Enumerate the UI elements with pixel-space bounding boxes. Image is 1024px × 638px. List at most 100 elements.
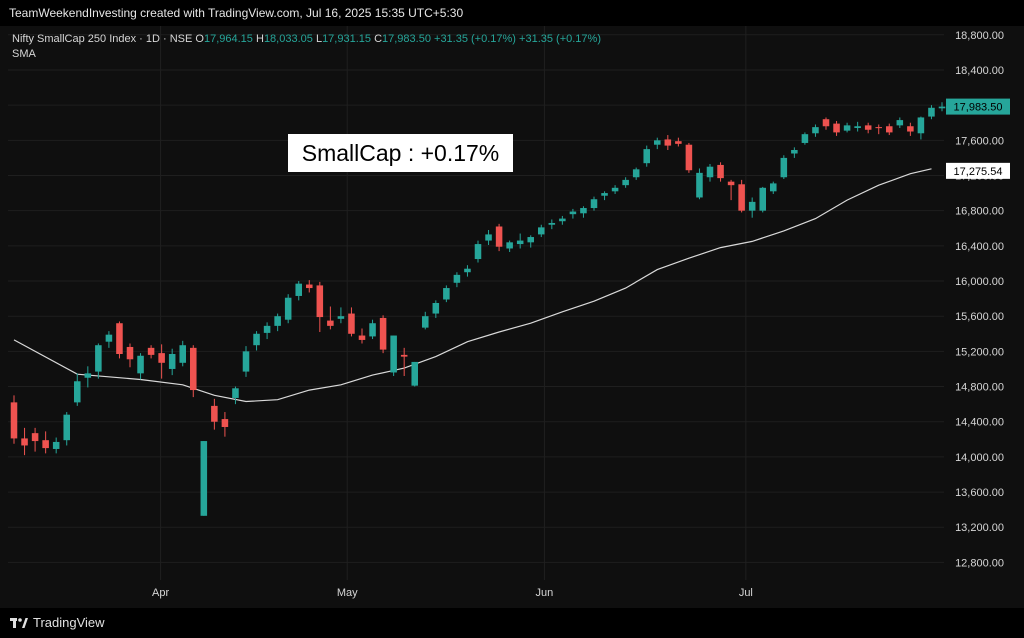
candle	[232, 386, 239, 405]
footer-bar	[0, 608, 1024, 638]
sma-line-group	[13, 168, 932, 403]
candle	[284, 294, 292, 324]
candle	[253, 331, 260, 351]
tradingview-brand[interactable]: TradingView	[10, 615, 105, 630]
candle	[31, 427, 39, 452]
performance-annotation: SmallCap : +0.17%	[288, 134, 513, 172]
candle	[358, 328, 366, 344]
candle	[379, 315, 387, 354]
price-chart[interactable]: 12,800.00 13,200.00 13,600.00 14,000.00 14,4…	[0, 26, 1024, 608]
candle	[548, 219, 556, 230]
candle-body	[780, 157, 788, 178]
high-key: H	[255, 33, 264, 45]
candle	[179, 340, 186, 367]
candle	[601, 191, 608, 201]
candle-body	[485, 234, 492, 241]
y-tick-label: 15,200.00	[955, 346, 1004, 358]
candle-body	[864, 125, 872, 130]
candle	[295, 281, 302, 301]
candle-body	[654, 140, 661, 145]
candle	[864, 122, 872, 134]
candle	[833, 120, 840, 136]
candle-body	[675, 141, 682, 144]
candle	[221, 412, 229, 437]
candle	[643, 145, 650, 167]
candle-body	[348, 313, 355, 334]
candle-body	[95, 345, 102, 372]
change-value: +31.35 (+0.17%)	[434, 33, 516, 45]
low-key: L	[315, 33, 323, 45]
candle-body	[42, 440, 49, 449]
candle-body	[685, 144, 693, 171]
candle	[875, 124, 882, 135]
candle-body	[358, 335, 366, 340]
candle	[843, 122, 851, 133]
candle	[780, 155, 788, 180]
candle-body	[316, 285, 324, 318]
high-value: 18,033.05	[263, 33, 313, 45]
candle	[590, 196, 598, 211]
candle	[559, 215, 566, 225]
candle	[348, 307, 355, 337]
candle-body	[179, 345, 186, 363]
candle-body	[590, 199, 598, 209]
candle	[675, 137, 682, 147]
sma-value-tag	[946, 162, 1010, 179]
candle	[706, 164, 714, 182]
candle-body	[907, 126, 914, 132]
candle	[10, 395, 18, 444]
candle	[812, 124, 819, 137]
candle-body	[748, 201, 756, 211]
y-tick-label: 13,600.00	[955, 487, 1004, 499]
candle	[485, 230, 492, 245]
y-tick-label: 18,400.00	[955, 65, 1004, 77]
candle	[938, 102, 946, 112]
candle-body	[443, 288, 450, 300]
candle	[464, 265, 471, 277]
candle-body	[917, 117, 925, 134]
candle-body	[337, 316, 345, 319]
symbol-legend[interactable]: Nifty SmallCap 250 Index · 1D · NSE O17,…	[12, 33, 601, 45]
y-tick-label: 14,400.00	[955, 417, 1004, 429]
candle	[390, 335, 397, 376]
candle-body	[116, 323, 123, 355]
sma-indicator-label[interactable]: SMA	[12, 48, 36, 60]
candle-body	[211, 405, 218, 422]
candle-body	[727, 181, 735, 186]
x-tick-label: May	[337, 587, 358, 599]
candle	[748, 197, 756, 218]
candle	[654, 137, 661, 150]
candle-body	[190, 347, 197, 391]
y-tick-label: 15,600.00	[955, 311, 1004, 323]
candle-body	[875, 127, 882, 129]
candle	[84, 366, 92, 388]
candle	[443, 285, 450, 303]
candle-body	[622, 179, 629, 186]
candle-body	[580, 208, 587, 214]
time-axis[interactable]: Apr May Jun Jul	[152, 587, 753, 599]
close-key: C	[374, 33, 383, 45]
candle-body	[706, 166, 714, 178]
candle	[580, 206, 587, 218]
open-value: 17,964.15	[203, 33, 253, 45]
candle-body	[886, 126, 893, 133]
candle	[63, 412, 70, 446]
candle-body	[232, 388, 239, 398]
change-value-2: +31.35 (+0.17%)	[519, 33, 601, 45]
candle	[52, 437, 60, 454]
candle-body	[400, 354, 408, 357]
candle-body	[31, 433, 39, 442]
candles-group	[10, 102, 946, 516]
candle-body	[84, 373, 92, 378]
y-tick-label: 16,800.00	[955, 206, 1004, 218]
last-price-label: 17,983.50	[954, 102, 1003, 114]
candle	[632, 167, 640, 180]
candle	[21, 427, 28, 456]
y-tick-label: 14,000.00	[955, 452, 1004, 464]
candle-body	[717, 164, 724, 179]
y-tick-label: 13,200.00	[955, 522, 1004, 534]
candle	[137, 353, 144, 380]
y-tick-label: 12,800.00	[955, 557, 1004, 569]
open-key: O	[195, 33, 204, 45]
candle-body	[411, 361, 418, 386]
